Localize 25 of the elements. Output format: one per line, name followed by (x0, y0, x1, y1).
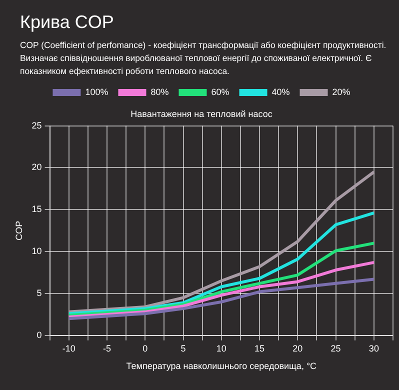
legend-label: 80% (150, 86, 169, 97)
x-tick-label: 10 (216, 343, 226, 354)
x-axis-title: Температура навколишнього середовища, °C (126, 361, 318, 372)
x-tick-label: 30 (368, 343, 379, 354)
chart-title: Крива COP (19, 11, 115, 33)
legend-label: 40% (272, 86, 290, 97)
legend-label: 100% (85, 86, 108, 97)
x-tick-label: 20 (292, 343, 303, 354)
y-axis-title: COP (14, 220, 24, 240)
y-tick-label: 5 (36, 288, 42, 298)
x-tick-label: 15 (254, 343, 265, 354)
y-tick-label: 0 (36, 330, 42, 340)
y-tick-label: 15 (32, 204, 42, 214)
legend-title: Навантаження на тепловий насос (130, 108, 273, 119)
y-tick-label: 25 (32, 120, 42, 130)
legend-label: 20% (332, 86, 350, 97)
x-tick-label: 25 (330, 343, 341, 354)
legend-label: 60% (211, 86, 230, 97)
chart-subtitle: COP (Coefficient of perfomance) - коефіцієнт трансформації або коефіцієнт продуктивності. Визначає співвідношення вироблюваної теплової енергії до споживаної електричної. Є показником ефективності роботи теплового насоса. (20, 39, 388, 78)
y-tick-label: 20 (32, 162, 42, 172)
x-tick-label: 5 (180, 343, 186, 354)
y-tick-label: 10 (32, 246, 42, 256)
x-tick-label: -10 (62, 343, 76, 354)
x-tick-label: 0 (142, 343, 148, 354)
x-tick-label: -5 (103, 343, 112, 354)
